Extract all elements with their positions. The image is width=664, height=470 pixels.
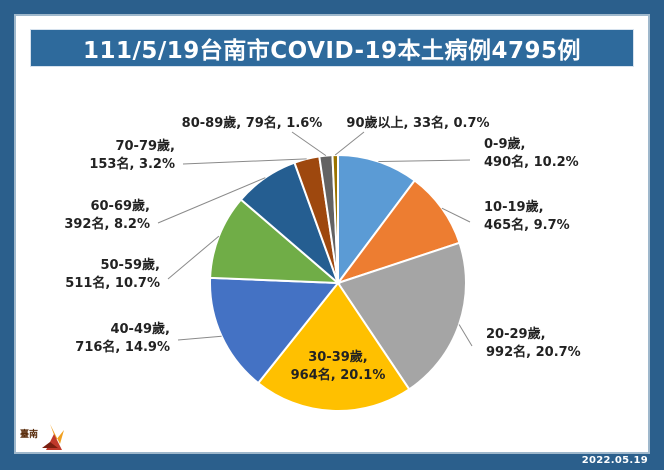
report-date: 2022.05.19 (581, 455, 648, 466)
leader-line (291, 131, 327, 157)
slice-label: 50-59歲, 511名, 10.7% (65, 257, 160, 291)
slice-label-name: 10-19歲, (484, 199, 544, 215)
slice-label: 10-19歲, 465名, 9.7% (484, 199, 570, 233)
logo-emblem-icon (42, 424, 64, 450)
pie-slice (335, 179, 461, 285)
slice-label-value: 490名, 10.2% (484, 154, 579, 170)
pie-slice (209, 276, 341, 385)
slice-label: 20-29歲, 992名, 20.7% (486, 326, 581, 360)
slice-label-value: 992名, 20.7% (486, 344, 581, 360)
leader-line (157, 177, 266, 224)
slice-label: 30-39歲, 964名, 20.1% (291, 349, 386, 383)
slice-label-name: 50-59歲, (100, 257, 160, 273)
slice-label: 0-9歲, 490名, 10.2% (484, 136, 579, 170)
leader-line (458, 324, 473, 347)
slice-label: 90歲以上, 33名, 0.7% (346, 115, 489, 131)
slice-label-name: 20-29歲, (486, 326, 546, 342)
slice-label: 60-69歲, 392名, 8.2% (64, 198, 150, 232)
tainan-logo: 臺南 (20, 420, 70, 452)
slice-label-value: 964名, 20.1% (291, 367, 386, 383)
slice-label-value: 465名, 9.7% (484, 217, 570, 233)
leader-line (441, 207, 471, 223)
slice-label-value: 511名, 10.7% (65, 275, 160, 291)
leader-line (334, 131, 365, 156)
slice-label-name: 0-9歲, (484, 136, 525, 152)
slice-label-value: 153名, 3.2% (89, 156, 175, 172)
leader-line (182, 158, 307, 165)
leader-line (167, 235, 220, 280)
title-bar: 111/5/19台南市COVID-19本土病例4795例 (30, 29, 634, 67)
slice-label: 70-79歲, 153名, 3.2% (89, 138, 175, 172)
slice-label: 40-49歲, 716名, 14.9% (75, 321, 170, 355)
slice-label-name: 40-49歲, (110, 321, 170, 337)
slice-label-value: 716名, 14.9% (75, 339, 170, 355)
pie-slice (337, 153, 417, 287)
pie-slice (256, 281, 411, 412)
page-title: 111/5/19台南市COVID-19本土病例4795例 (82, 38, 582, 64)
leader-line (177, 335, 222, 341)
logo-text: 臺南 (20, 430, 39, 440)
slice-label-name: 70-79歲, (115, 138, 175, 154)
slice-label-name: 30-39歲, (308, 349, 368, 365)
slice-label-name: 60-69歲, (90, 198, 150, 214)
leader-line (378, 159, 471, 162)
slice-label: 80-89歲, 79名, 1.6% (182, 115, 323, 131)
slice-label-value: 392名, 8.2% (64, 216, 150, 232)
